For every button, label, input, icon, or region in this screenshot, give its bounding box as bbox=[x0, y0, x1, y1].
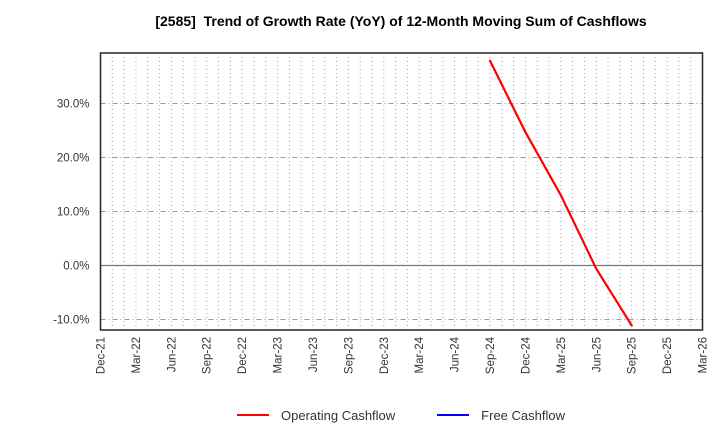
y-tick-label: 20.0% bbox=[57, 153, 90, 165]
legend: Operating Cashflow Free Cashflow bbox=[100, 404, 702, 426]
x-tick-label: Mar-22 bbox=[131, 337, 143, 373]
x-tick-label: Dec-25 bbox=[662, 337, 674, 374]
x-tick-label: Sep-24 bbox=[485, 336, 497, 374]
x-tick-label: Dec-23 bbox=[379, 337, 391, 374]
legend-label-operating-cashflow: Operating Cashflow bbox=[281, 407, 396, 423]
x-tick-label: Dec-21 bbox=[96, 337, 108, 374]
x-tick-label: Dec-24 bbox=[520, 336, 532, 374]
x-tick-label: Jun-24 bbox=[450, 336, 462, 372]
x-tick-label: Sep-23 bbox=[343, 337, 355, 374]
legend-item-free-cashflow: Free Cashflow bbox=[437, 408, 565, 423]
plot-frame bbox=[99, 52, 704, 331]
y-tick-label: 10.0% bbox=[57, 207, 90, 219]
operating-cashflow-line-swatch bbox=[237, 414, 269, 416]
operating-cashflow-line bbox=[488, 59, 633, 327]
x-tick-label: Jun-22 bbox=[166, 337, 178, 372]
free-cashflow-line-swatch bbox=[437, 414, 470, 416]
x-tick-label: Mar-25 bbox=[556, 337, 568, 373]
x-tick-label: Dec-22 bbox=[237, 337, 249, 374]
x-tick-label: Sep-22 bbox=[202, 337, 214, 374]
x-tick-label: Mar-23 bbox=[273, 337, 285, 373]
x-tick-label: Mar-24 bbox=[414, 336, 426, 373]
x-tick-label: Sep-25 bbox=[627, 337, 639, 374]
chart-title: [2585] Trend of Growth Rate (YoY) of 12-… bbox=[155, 13, 647, 29]
legend-label-free-cashflow: Free Cashflow bbox=[481, 407, 565, 423]
x-tick-label: Jun-25 bbox=[591, 337, 603, 372]
x-tick-label: Mar-26 bbox=[698, 337, 710, 373]
legend-item-operating-cashflow: Operating Cashflow bbox=[237, 408, 395, 423]
y-tick-label: -10.0% bbox=[53, 315, 89, 327]
x-tick-label: Jun-23 bbox=[308, 337, 320, 372]
y-tick-label: 0.0% bbox=[63, 261, 89, 273]
y-tick-label: 30.0% bbox=[57, 98, 90, 110]
